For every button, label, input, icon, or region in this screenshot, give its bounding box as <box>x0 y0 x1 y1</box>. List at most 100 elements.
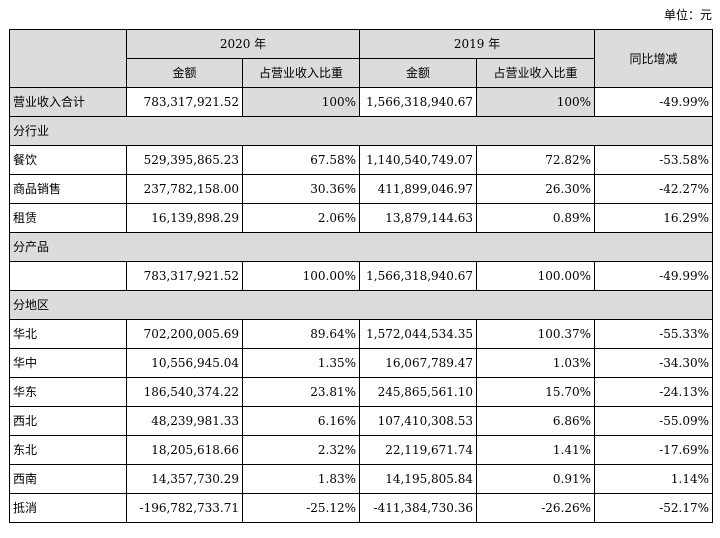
ratio-2020: 2.06% <box>241 203 361 233</box>
header-blank-cell <box>9 29 127 88</box>
yoy-change: -55.33% <box>594 319 714 349</box>
row-label: 营业收入合计 <box>9 87 127 117</box>
ratio-2019: 100.37% <box>476 319 596 349</box>
section-row-region: 分地区 <box>8 290 714 320</box>
table-row: 抵消 -196,782,733.71 -25.12% -411,384,730.36-… <box>9 493 714 523</box>
table-row: 西南 14,357,730.29 1.83% 14,195,805.84 0.91% 1.… <box>9 464 714 494</box>
header-row-columns: 金额 占营业收入比重 金额 占营业收入比重 <box>10 58 713 88</box>
revenue-table: 2020 年 2019 年 同比增减 金额 占营业收入比重 金额 占营业收入比重… <box>8 29 714 523</box>
yoy-change: -49.99% <box>594 261 714 291</box>
ratio-2019: 1.41% <box>476 435 596 465</box>
amount-2020: -196,782,733.71 <box>126 493 243 523</box>
amount-2019: 1,140,540,749.07 <box>359 145 478 175</box>
yoy-change: -55.09% <box>594 406 714 436</box>
ratio-2019: 1.03% <box>476 348 596 378</box>
amount-2020: 16,139,898.29 <box>126 203 243 233</box>
row-label: 抵消 <box>9 493 127 523</box>
row-label <box>9 261 127 291</box>
ratio-2020: 67.58% <box>241 145 361 175</box>
ratio-2020: 100.00% <box>241 261 361 291</box>
yoy-change: -24.13% <box>594 377 714 407</box>
ratio-2019: 26.30% <box>476 174 596 204</box>
table-row: 商品销售 237,782,158.00 30.36% 411,899,046.97 26… <box>9 174 714 204</box>
ratio-2020: 6.16% <box>241 406 361 436</box>
table-row: 东北 18,205,618.66 2.32% 22,119,671.74 1.41% -1… <box>9 435 714 465</box>
yoy-change: -42.27% <box>594 174 714 204</box>
ratio-2019: 72.82% <box>476 145 596 175</box>
row-label: 餐饮 <box>9 145 127 175</box>
amount-2019: 107,410,308.53 <box>359 406 478 436</box>
table-row: 华北 702,200,005.69 89.64% 1,572,044,534.35 10… <box>9 319 714 349</box>
amount-2019: 1,566,318,940.67 <box>359 87 478 117</box>
row-label: 商品销售 <box>9 174 127 204</box>
ratio-2019: 100.00% <box>476 261 596 291</box>
unit-label: 单位：元 <box>663 8 712 22</box>
amount-2020: 18,205,618.66 <box>126 435 243 465</box>
yoy-change: 16.29% <box>594 203 714 233</box>
amount-2019: 22,119,671.74 <box>359 435 478 465</box>
row-label: 东北 <box>9 435 127 465</box>
amount-2019: 13,879,144.63 <box>359 203 478 233</box>
ratio-2020: 2.32% <box>241 435 361 465</box>
ratio-2019: 0.91% <box>476 464 596 494</box>
table-row: 租赁 16,139,898.29 2.06% 13,879,144.63 0.89% 16… <box>9 203 714 233</box>
section-row-industry: 分行业 <box>8 116 714 146</box>
amount-2020: 783,317,921.52 <box>126 87 243 117</box>
table-row: 783,317,921.52 100.00% 1,566,318,940.67 100… <box>9 261 714 291</box>
section-title: 分行业 <box>8 116 714 146</box>
ratio-2019: 6.86% <box>476 406 596 436</box>
yoy-change: -52.17% <box>594 493 714 523</box>
amount-2019: -411,384,730.36 <box>359 493 478 523</box>
ratio-2020: 23.81% <box>241 377 361 407</box>
header-amount-2019: 金额 <box>359 58 478 88</box>
row-label: 华东 <box>9 377 127 407</box>
ratio-2019: 100% <box>476 87 596 117</box>
header-row-years: 2020 年 2019 年 同比增减 <box>9 29 714 88</box>
yoy-change: -49.99% <box>594 87 714 117</box>
table-row: 西北 48,239,981.33 6.16% 107,410,308.53 6.86% -… <box>9 406 714 436</box>
amount-2019: 1,572,044,534.35 <box>359 319 478 349</box>
ratio-2020: 1.35% <box>241 348 361 378</box>
row-label: 西北 <box>9 406 127 436</box>
section-row-product: 分产品 <box>8 232 714 262</box>
section-title: 分地区 <box>8 290 714 320</box>
amount-2020: 14,357,730.29 <box>126 464 243 494</box>
header-amount-2020: 金额 <box>126 58 243 88</box>
amount-2020: 10,556,945.04 <box>126 348 243 378</box>
ratio-2020: 30.36% <box>241 174 361 204</box>
table-row: 餐饮 529,395,865.23 67.58% 1,140,540,749.07 72… <box>9 145 714 175</box>
ratio-2019: 0.89% <box>476 203 596 233</box>
yoy-change: -17.69% <box>594 435 714 465</box>
ratio-2019: 15.70% <box>476 377 596 407</box>
yoy-change: -53.58% <box>594 145 714 175</box>
amount-2020: 237,782,158.00 <box>126 174 243 204</box>
amount-2020: 702,200,005.69 <box>126 319 243 349</box>
header-year-2019: 2019 年 <box>359 29 596 59</box>
header-ratio-2020: 占营业收入比重 <box>241 58 361 88</box>
table-row: 华东 186,540,374.22 23.81% 245,865,561.10 15.7… <box>9 377 714 407</box>
header-year-2020: 2020 年 <box>125 29 361 59</box>
header-yoy: 同比增减 <box>594 29 714 88</box>
amount-2019: 245,865,561.10 <box>359 377 478 407</box>
amount-2020: 529,395,865.23 <box>126 145 243 175</box>
row-label: 租赁 <box>9 203 127 233</box>
ratio-2020: 1.83% <box>241 464 361 494</box>
amount-2020: 48,239,981.33 <box>126 406 243 436</box>
section-title: 分产品 <box>8 232 714 262</box>
table-row: 华中 10,556,945.04 1.35% 16,067,789.47 1.03% -3… <box>9 348 714 378</box>
amount-2019: 1,566,318,940.67 <box>359 261 478 291</box>
amount-2019: 14,195,805.84 <box>359 464 478 494</box>
row-label: 华北 <box>9 319 127 349</box>
ratio-2020: 100% <box>241 87 361 117</box>
yoy-change: 1.14% <box>594 464 714 494</box>
yoy-change: -34.30% <box>594 348 714 378</box>
amount-2019: 411,899,046.97 <box>359 174 478 204</box>
total-row: 营业收入合计 783,317,921.52 100% 1,566,318,940… <box>9 87 714 117</box>
amount-2019: 16,067,789.47 <box>359 348 478 378</box>
row-label: 华中 <box>9 348 127 378</box>
header-ratio-2019: 占营业收入比重 <box>476 58 596 88</box>
ratio-2020: 89.64% <box>241 319 361 349</box>
ratio-2020: -25.12% <box>241 493 361 523</box>
ratio-2019: -26.26% <box>476 493 596 523</box>
row-label: 西南 <box>9 464 127 494</box>
